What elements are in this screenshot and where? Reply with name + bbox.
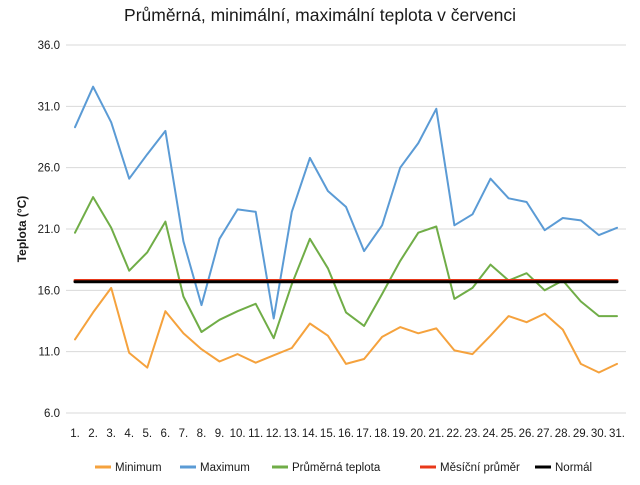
x-tick-label: 16. [338,428,354,440]
x-tick-label: 30. [591,428,607,440]
y-tick-label: 31.0 [38,101,60,113]
x-tick-label: 14. [302,428,318,440]
legend-label-maximum: Maximum [200,462,250,474]
x-tick-label: 29. [573,428,589,440]
chart-title: Průměrná, minimální, maximální teplota v… [124,5,516,25]
x-tick-label: 9. [215,428,225,440]
x-tick-labels: 1. 2. 3. 4. 5. 6. 7. 8. 9. 10. 11. 12. 13. 14. 15. 16. 1… [70,428,625,440]
x-tick-label: 8. [197,428,207,440]
x-tick-label: 10. [230,428,246,440]
x-tick-label: 23. [464,428,480,440]
y-axis-label: Teplota (°C) [15,196,29,263]
y-tick-label: 21.0 [38,224,60,236]
series-line-prumerna-teplota [74,196,618,340]
x-tick-label: 7. [179,428,189,440]
legend-label-minimum: Minimum [115,462,162,474]
legend: Minimum Maximum Průměrná teplota Měsíční pr… [95,462,592,474]
x-tick-label: 15. [320,428,336,440]
x-tick-label: 20. [410,428,426,440]
series-line-maximum [74,85,618,320]
legend-label-prumerna-teplota: Průměrná teplota [292,462,381,474]
x-tick-label: 11. [248,428,263,440]
x-tick-label: 17. [356,428,372,440]
x-tick-label: 4. [124,428,134,440]
legend-label-normal: Normál [555,462,592,474]
x-tick-label: 26. [519,428,535,440]
x-tick-label: 13. [284,428,300,440]
x-tick-label: 25. [501,428,517,440]
y-tick-label: 6.0 [44,408,60,420]
y-tick-labels: 6.0 11.0 16.0 21.0 26.0 31.0 36.0 [38,40,60,420]
x-tick-label: 21. [428,428,444,440]
x-tick-label: 18. [374,428,390,440]
x-tick-label: 5. [142,428,152,440]
x-tick-label: 28. [555,428,571,440]
x-tick-label: 27. [537,428,553,440]
y-tick-label: 26.0 [38,163,60,175]
series-line-minimum [74,286,618,374]
x-tick-label: 24. [483,428,499,440]
x-tick-label: 1. [70,428,80,440]
x-tick-label: 6. [161,428,171,440]
series-lines [73,85,619,374]
y-tick-label: 36.0 [38,40,60,52]
gridlines [66,44,626,414]
y-tick-label: 11.0 [38,347,60,359]
x-tick-label: 2. [88,428,98,440]
y-tick-label: 16.0 [38,285,60,297]
x-tick-label: 22. [446,428,462,440]
x-tick-label: 12. [266,428,282,440]
x-tick-label: 19. [392,428,408,440]
x-tick-label: 3. [106,428,116,440]
legend-label-mesicni-prumer: Měsíční průměr [440,462,520,474]
x-tick-label: 31. [609,428,625,440]
